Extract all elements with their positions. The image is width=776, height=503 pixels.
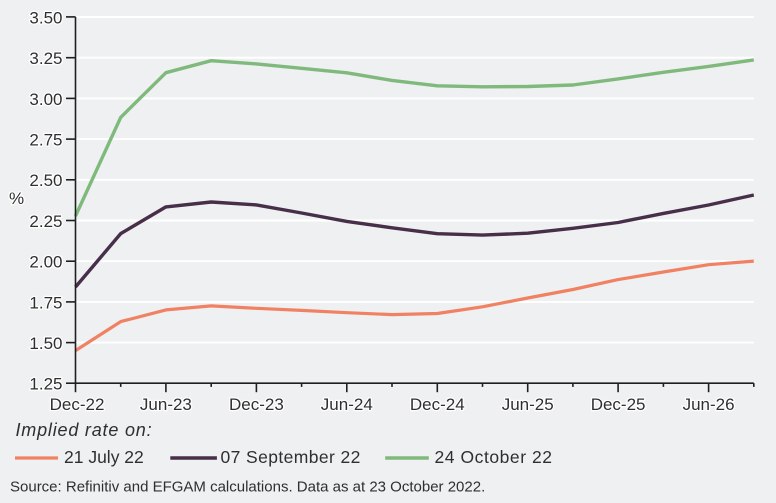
svg-text:21 July 22: 21 July 22	[64, 447, 144, 467]
svg-text:2.50: 2.50	[29, 171, 62, 190]
svg-text:2.25: 2.25	[29, 212, 62, 231]
svg-text:Dec-24: Dec-24	[410, 395, 465, 414]
svg-text:%: %	[9, 189, 24, 208]
svg-text:1.50: 1.50	[29, 334, 62, 353]
svg-text:3.50: 3.50	[29, 8, 62, 27]
svg-text:2.75: 2.75	[29, 131, 62, 150]
svg-text:Jun-24: Jun-24	[321, 395, 373, 414]
svg-text:1.75: 1.75	[29, 293, 62, 312]
svg-text:07 September 22: 07 September 22	[221, 447, 361, 467]
svg-text:2.00: 2.00	[29, 253, 62, 272]
svg-text:Dec-25: Dec-25	[591, 395, 646, 414]
svg-text:24 October 22: 24 October 22	[435, 447, 553, 467]
svg-text:1.25: 1.25	[29, 375, 62, 394]
svg-text:3.00: 3.00	[29, 90, 62, 109]
svg-text:Jun-25: Jun-25	[502, 395, 554, 414]
svg-text:Implied rate on:: Implied rate on:	[16, 420, 153, 440]
svg-text:Dec-22: Dec-22	[50, 395, 105, 414]
svg-text:Dec-23: Dec-23	[229, 395, 284, 414]
svg-text:Jun-26: Jun-26	[683, 395, 735, 414]
svg-text:Jun-23: Jun-23	[140, 395, 192, 414]
svg-text:3.25: 3.25	[29, 49, 62, 68]
svg-text:Source: Refinitiv and EFGAM ca: Source: Refinitiv and EFGAM calculations…	[10, 479, 485, 496]
